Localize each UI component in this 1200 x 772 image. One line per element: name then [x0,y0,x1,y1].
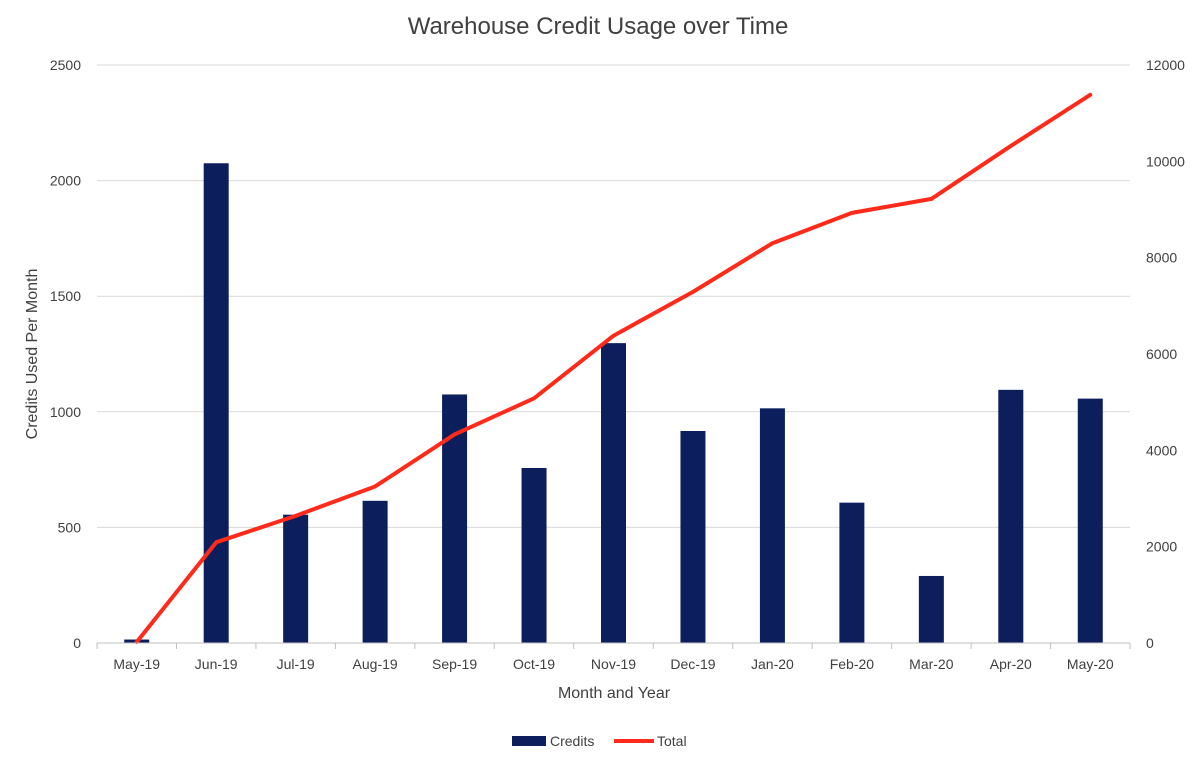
y2-tick-label: 12000 [1146,57,1185,73]
y2-tick-label: 0 [1146,635,1154,651]
x-tick-label: Sep-19 [432,656,477,672]
x-tick-label: Mar-20 [909,656,954,672]
bar-credits [998,390,1023,643]
x-tick-label: May-20 [1067,656,1114,672]
x-tick-label: Aug-19 [353,656,398,672]
y-tick-label: 0 [73,635,81,651]
bar-credits [522,468,547,643]
legend-credits-label: Credits [550,733,594,749]
chart-title: Warehouse Credit Usage over Time [408,13,789,40]
y2-tick-label: 4000 [1146,442,1177,458]
bar-credits [283,515,308,643]
y-tick-label: 2500 [50,57,81,73]
bar-credits [204,163,229,643]
bar-credits [363,501,388,643]
legend: Credits Total [512,733,687,749]
bar-credits [760,408,785,643]
y2-tick-label: 10000 [1146,153,1185,169]
x-tick-label: Jul-19 [277,656,315,672]
x-axis-title: Month and Year [558,685,671,702]
bar-series-credits [124,163,1103,643]
y2-tick-label: 6000 [1146,346,1177,362]
bar-credits [919,576,944,643]
x-tick-label: Oct-19 [513,656,555,672]
y-tick-label: 1500 [50,288,81,304]
x-tick-label: Dec-19 [670,656,715,672]
x-tick-label: Nov-19 [591,656,636,672]
x-tick-label: Apr-20 [990,656,1032,672]
y-tick-label: 2000 [50,173,81,189]
legend-credits-swatch [512,736,546,746]
bar-credits [1078,399,1103,643]
x-tick-label: Jan-20 [751,656,794,672]
legend-total-label: Total [657,733,687,749]
y2-tick-label: 2000 [1146,539,1177,555]
x-tick-label: Jun-19 [195,656,238,672]
y-axis-title: Credits Used Per Month [24,269,41,440]
y2-tick-label: 8000 [1146,250,1177,266]
x-tick-label: May-19 [113,656,160,672]
bar-credits [601,343,626,643]
x-tick-label: Feb-20 [830,656,875,672]
y-tick-label: 1000 [50,404,81,420]
bar-credits [839,503,864,643]
bar-credits [680,431,705,643]
y-tick-label: 500 [58,519,82,535]
